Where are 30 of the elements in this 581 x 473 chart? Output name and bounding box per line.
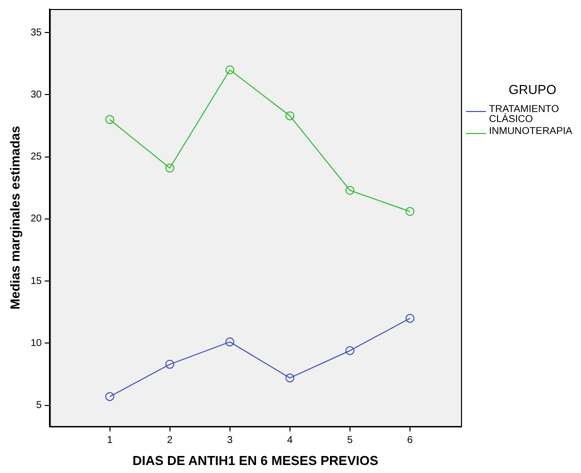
- legend-title: GRUPO: [508, 82, 558, 97]
- x-tick-label: 6: [407, 435, 414, 446]
- y-tick-label: 20: [30, 214, 42, 225]
- x-tick-label: 3: [227, 435, 234, 446]
- x-tick-label: 4: [287, 435, 294, 446]
- y-tick-label: 30: [30, 89, 42, 100]
- x-tick-label: 1: [106, 435, 113, 446]
- point: [165, 360, 174, 369]
- point: [345, 346, 354, 356]
- y-axis-title: Medias marginales estimadas: [7, 126, 22, 310]
- y-tick-label: 15: [30, 276, 42, 287]
- point: [285, 373, 294, 382]
- legend-label: INMUNOTERAPIA: [489, 126, 574, 137]
- point: [165, 164, 174, 173]
- point: [105, 115, 114, 124]
- y-tick-label: 5: [36, 400, 42, 412]
- point: [405, 314, 414, 323]
- x-tick-label: 2: [167, 435, 174, 446]
- x-axis-title: DIAS DE ANTIH1 EN 6 MESES PREVIOS: [132, 452, 379, 468]
- point: [225, 337, 234, 346]
- legend-label: TRATAMIENTO CLÁSICO: [489, 104, 560, 125]
- y-tick-label: 10: [30, 338, 42, 349]
- y-tick-label: 25: [30, 152, 42, 163]
- point: [105, 392, 114, 402]
- y-tick-label: 35: [30, 27, 42, 38]
- point: [225, 65, 234, 74]
- point: [345, 186, 354, 195]
- point: [405, 206, 414, 216]
- point: [285, 111, 294, 120]
- x-tick-label: 5: [347, 435, 354, 446]
